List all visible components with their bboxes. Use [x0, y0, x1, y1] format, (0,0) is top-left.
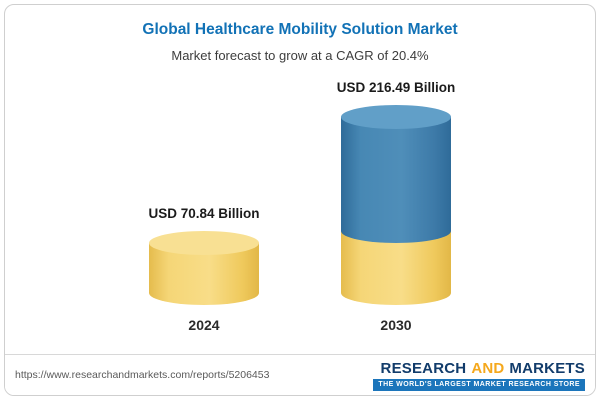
chart-subtitle: Market forecast to grow at a CAGR of 20.…	[171, 48, 429, 63]
category-label-2030: 2030	[380, 317, 412, 333]
page-title: Global Healthcare Mobility Solution Mark…	[142, 21, 458, 38]
bar-2024	[149, 231, 259, 305]
bar-2030-base-segment	[341, 231, 451, 305]
chart-header: Global Healthcare Mobility Solution Mark…	[5, 5, 595, 63]
report-url[interactable]: https://www.researchandmarkets.com/repor…	[15, 369, 270, 381]
bar-group-2030: USD 216.49 Billion 2030	[321, 80, 471, 333]
logo-tagline: THE WORLD'S LARGEST MARKET RESEARCH STOR…	[373, 378, 585, 391]
logo-word-research: RESEARCH	[380, 359, 467, 377]
bar-2030	[341, 105, 451, 305]
bar-chart: USD 70.84 Billion 2024 USD 216.49 Billio…	[5, 80, 595, 333]
logo-wordmark: RESEARCH AND MARKETS	[373, 360, 585, 377]
chart-frame: Global Healthcare Mobility Solution Mark…	[4, 4, 596, 396]
value-label-2024: USD 70.84 Billion	[148, 206, 260, 221]
research-and-markets-logo: RESEARCH AND MARKETS THE WORLD'S LARGEST…	[373, 360, 585, 391]
logo-word-and: AND	[471, 359, 505, 377]
bar-2030-growth-segment	[341, 105, 451, 243]
category-label-2024: 2024	[188, 317, 220, 333]
value-label-2030: USD 216.49 Billion	[336, 80, 456, 95]
footer: https://www.researchandmarkets.com/repor…	[5, 354, 595, 395]
bar-group-2024: USD 70.84 Billion 2024	[129, 206, 279, 333]
logo-word-markets: MARKETS	[509, 359, 585, 377]
